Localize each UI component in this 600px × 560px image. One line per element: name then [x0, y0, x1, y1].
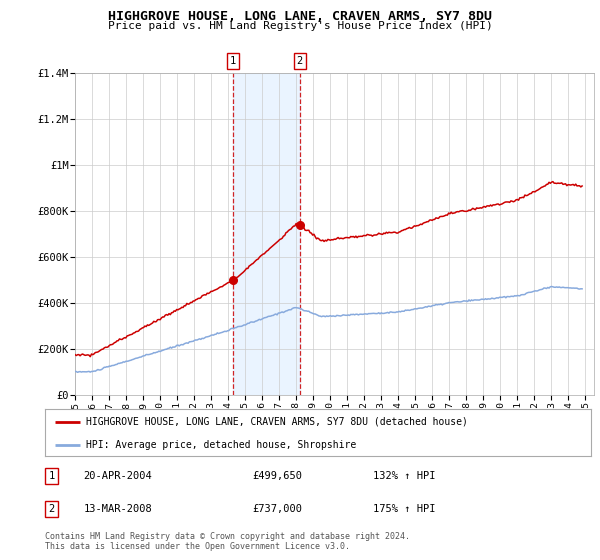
Bar: [233, 73, 299, 395]
Text: HIGHGROVE HOUSE, LONG LANE, CRAVEN ARMS, SY7 8DU: HIGHGROVE HOUSE, LONG LANE, CRAVEN ARMS,…: [108, 10, 492, 23]
Text: 1: 1: [230, 56, 236, 66]
Text: £499,650: £499,650: [253, 471, 302, 481]
Text: 175% ↑ HPI: 175% ↑ HPI: [373, 504, 435, 514]
Text: Contains HM Land Registry data © Crown copyright and database right 2024.
This d: Contains HM Land Registry data © Crown c…: [45, 532, 410, 552]
Text: 1: 1: [49, 471, 55, 481]
Text: £737,000: £737,000: [253, 504, 302, 514]
Text: 2: 2: [296, 56, 303, 66]
Text: 20-APR-2004: 20-APR-2004: [83, 471, 152, 481]
Text: 13-MAR-2008: 13-MAR-2008: [83, 504, 152, 514]
Text: 132% ↑ HPI: 132% ↑ HPI: [373, 471, 435, 481]
Text: HPI: Average price, detached house, Shropshire: HPI: Average price, detached house, Shro…: [86, 440, 356, 450]
Text: HIGHGROVE HOUSE, LONG LANE, CRAVEN ARMS, SY7 8DU (detached house): HIGHGROVE HOUSE, LONG LANE, CRAVEN ARMS,…: [86, 417, 468, 427]
Text: Price paid vs. HM Land Registry's House Price Index (HPI): Price paid vs. HM Land Registry's House …: [107, 21, 493, 31]
Text: 2: 2: [49, 504, 55, 514]
